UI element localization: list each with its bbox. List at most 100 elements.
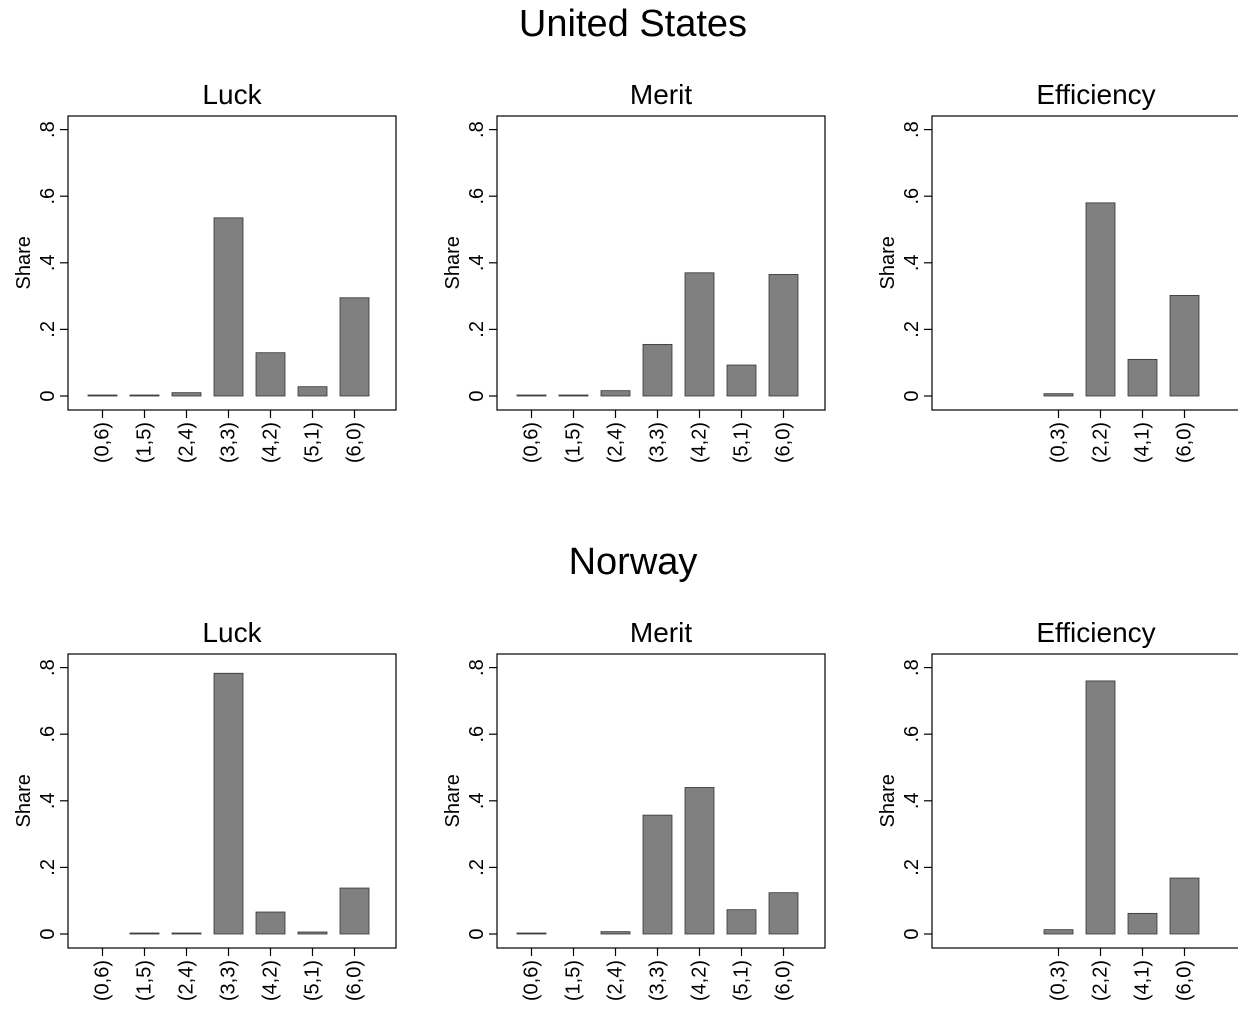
united-states-efficiency-xtick-label-0-3: (0,3) bbox=[1048, 422, 1070, 463]
norway-merit-bar-3-3 bbox=[642, 814, 673, 935]
group-title-united-states: United States bbox=[518, 3, 748, 45]
united-states-luck-bar-5-1 bbox=[297, 386, 328, 397]
norway-efficiency-ytick-label-1: .2 bbox=[901, 859, 923, 876]
united-states-luck-ytick-label-4: .8 bbox=[37, 121, 59, 138]
united-states-merit-bar-6-0 bbox=[768, 274, 799, 397]
norway-merit-bar-2-4 bbox=[600, 931, 631, 935]
united-states-luck-ytick-label-3: .6 bbox=[37, 188, 59, 205]
norway-luck-xtick-label-1-5: (1,5) bbox=[134, 960, 156, 1001]
united-states-luck-xtick-label-5-1: (5,1) bbox=[302, 422, 324, 463]
norway-luck-xtick-label-4-2: (4,2) bbox=[260, 960, 282, 1001]
united-states-luck-bar-1-5 bbox=[129, 394, 160, 397]
norway-luck-ytick-label-0: 0 bbox=[37, 928, 59, 939]
united-states-merit-ylabel: Share bbox=[442, 236, 464, 289]
norway-merit-xtick-label-4-2: (4,2) bbox=[689, 960, 711, 1001]
united-states-merit-title: Merit bbox=[630, 79, 692, 110]
united-states-luck-xtick-label-6-0: (6,0) bbox=[344, 422, 366, 463]
norway-efficiency-ytick-label-3: .6 bbox=[901, 726, 923, 743]
united-states-efficiency-ytick-label-1: .2 bbox=[901, 321, 923, 338]
united-states-efficiency-xtick-label-2-2: (2,2) bbox=[1090, 422, 1112, 463]
norway-merit-ytick-label-1: .2 bbox=[466, 859, 488, 876]
norway-merit-xtick-label-2-4: (2,4) bbox=[605, 960, 627, 1001]
united-states-merit-ytick-label-3: .6 bbox=[466, 188, 488, 205]
united-states-luck-ylabel: Share bbox=[13, 236, 35, 289]
united-states-merit-bar-5-1 bbox=[726, 364, 757, 397]
norway-merit-xtick-label-6-0: (6,0) bbox=[773, 960, 795, 1001]
united-states-luck-bar-3-3 bbox=[213, 217, 244, 397]
norway-luck-xtick-label-0-6: (0,6) bbox=[92, 960, 114, 1001]
united-states-merit-bar-2-4 bbox=[600, 390, 631, 397]
norway-efficiency-xtick-label-6-0: (6,0) bbox=[1174, 960, 1196, 1001]
united-states-luck-ytick-label-2: .4 bbox=[37, 254, 59, 271]
united-states-efficiency-bar-6-0 bbox=[1169, 295, 1200, 397]
united-states-merit-ytick-label-0: 0 bbox=[466, 390, 488, 401]
united-states-efficiency-xtick-label-4-1: (4,1) bbox=[1132, 422, 1154, 463]
norway-efficiency-xtick-label-2-2: (2,2) bbox=[1090, 960, 1112, 1001]
united-states-merit-bar-1-5 bbox=[558, 394, 589, 397]
united-states-luck-xtick-label-4-2: (4,2) bbox=[260, 422, 282, 463]
united-states-efficiency-ylabel: Share bbox=[877, 236, 899, 289]
united-states-luck-bar-6-0 bbox=[339, 297, 370, 397]
norway-merit-bar-0-6 bbox=[516, 932, 547, 935]
norway-efficiency-bar-4-1 bbox=[1127, 912, 1158, 935]
norway-luck-ytick-label-3: .6 bbox=[37, 726, 59, 743]
united-states-luck-xtick-label-1-5: (1,5) bbox=[134, 422, 156, 463]
united-states-merit-xtick-label-6-0: (6,0) bbox=[773, 422, 795, 463]
united-states-efficiency-bar-2-2 bbox=[1085, 202, 1116, 397]
united-states-efficiency-bar-0-3 bbox=[1043, 393, 1074, 397]
norway-luck-bar-3-3 bbox=[213, 672, 244, 935]
united-states-luck-xtick-label-0-6: (0,6) bbox=[92, 422, 114, 463]
norway-merit-ytick-label-0: 0 bbox=[466, 928, 488, 939]
united-states-merit-xtick-label-0-6: (0,6) bbox=[521, 422, 543, 463]
united-states-efficiency-title: Efficiency bbox=[1036, 79, 1155, 110]
united-states-merit-ytick-label-4: .8 bbox=[466, 121, 488, 138]
norway-efficiency-ytick-label-2: .4 bbox=[901, 792, 923, 809]
united-states-merit-xtick-label-5-1: (5,1) bbox=[731, 422, 753, 463]
united-states-efficiency-ytick-label-2: .4 bbox=[901, 254, 923, 271]
united-states-merit-bar-3-3 bbox=[642, 343, 673, 397]
norway-merit-xtick-label-0-6: (0,6) bbox=[521, 960, 543, 1001]
norway-luck-ytick-label-2: .4 bbox=[37, 792, 59, 809]
norway-luck-ylabel: Share bbox=[13, 774, 35, 827]
united-states-luck-xtick-label-3-3: (3,3) bbox=[218, 422, 240, 463]
norway-efficiency-bar-0-3 bbox=[1043, 929, 1074, 935]
united-states-efficiency-ytick-label-3: .6 bbox=[901, 188, 923, 205]
united-states-merit-ytick-label-2: .4 bbox=[466, 254, 488, 271]
united-states-luck-bar-4-2 bbox=[255, 352, 286, 397]
norway-merit-bar-6-0 bbox=[768, 892, 799, 935]
norway-efficiency-ylabel: Share bbox=[877, 774, 899, 827]
norway-efficiency-xtick-label-4-1: (4,1) bbox=[1132, 960, 1154, 1001]
norway-luck-ytick-label-4: .8 bbox=[37, 659, 59, 676]
united-states-merit-xtick-label-4-2: (4,2) bbox=[689, 422, 711, 463]
united-states-luck-bar-0-6 bbox=[87, 394, 118, 397]
united-states-efficiency-ytick-label-0: 0 bbox=[901, 390, 923, 401]
norway-efficiency-title: Efficiency bbox=[1036, 617, 1155, 648]
norway-luck-xtick-label-2-4: (2,4) bbox=[176, 960, 198, 1001]
united-states-luck-xtick-label-2-4: (2,4) bbox=[176, 422, 198, 463]
norway-efficiency-bar-6-0 bbox=[1169, 877, 1200, 935]
norway-merit-ytick-label-4: .8 bbox=[466, 659, 488, 676]
norway-luck-xtick-label-6-0: (6,0) bbox=[344, 960, 366, 1001]
norway-merit-title: Merit bbox=[630, 617, 692, 648]
united-states-merit-bar-4-2 bbox=[684, 272, 715, 397]
norway-luck-bar-2-4 bbox=[171, 932, 202, 935]
united-states-merit-ytick-label-1: .2 bbox=[466, 321, 488, 338]
norway-efficiency-bar-2-2 bbox=[1085, 680, 1116, 935]
united-states-merit-xtick-label-1-5: (1,5) bbox=[563, 422, 585, 463]
united-states-efficiency-ytick-label-4: .8 bbox=[901, 121, 923, 138]
norway-luck-xtick-label-5-1: (5,1) bbox=[302, 960, 324, 1001]
united-states-luck-ytick-label-1: .2 bbox=[37, 321, 59, 338]
norway-luck-ytick-label-1: .2 bbox=[37, 859, 59, 876]
united-states-luck-ytick-label-0: 0 bbox=[37, 390, 59, 401]
norway-luck-xtick-label-3-3: (3,3) bbox=[218, 960, 240, 1001]
united-states-luck-bar-2-4 bbox=[171, 392, 202, 397]
norway-merit-xtick-label-1-5: (1,5) bbox=[563, 960, 585, 1001]
norway-merit-xtick-label-3-3: (3,3) bbox=[647, 960, 669, 1001]
norway-luck-title: Luck bbox=[202, 617, 262, 648]
group-title-norway: Norway bbox=[568, 541, 698, 583]
norway-efficiency-ytick-label-4: .8 bbox=[901, 659, 923, 676]
norway-merit-ylabel: Share bbox=[442, 774, 464, 827]
united-states-merit-bar-0-6 bbox=[516, 394, 547, 397]
norway-merit-bar-5-1 bbox=[726, 909, 757, 935]
